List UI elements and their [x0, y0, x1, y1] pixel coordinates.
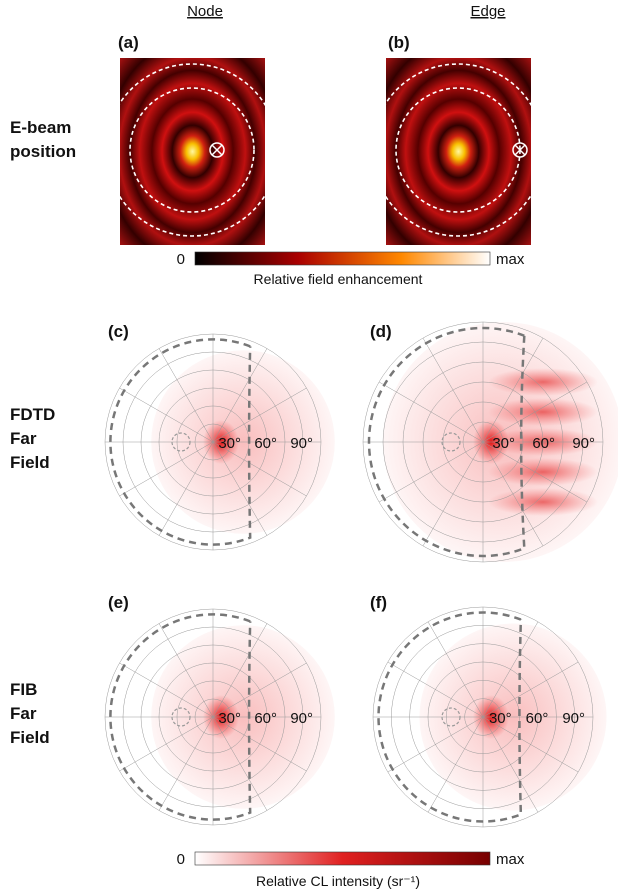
- colorbar-label: Relative CL intensity (sr⁻¹): [256, 873, 420, 889]
- panel-label: (f): [370, 593, 387, 612]
- angle-label: 90°: [290, 710, 313, 727]
- angle-label: 90°: [572, 435, 595, 452]
- lobe: [488, 368, 598, 396]
- dashed-circle: [171, 707, 191, 727]
- row-label: Field: [10, 453, 50, 472]
- angle-label: 30°: [218, 710, 241, 727]
- colorbar-label: Relative field enhancement: [254, 271, 423, 287]
- angle-label: 60°: [532, 435, 555, 452]
- polar-plot: 30° 60° 90°: [362, 321, 618, 563]
- dashed-circle: [441, 432, 461, 452]
- colorbar-min: 0: [177, 851, 185, 868]
- dashed-circle: [105, 63, 279, 237]
- colorbar-max: max: [496, 251, 525, 268]
- colorbar: [194, 251, 491, 266]
- angle-label: 30°: [218, 435, 241, 452]
- row-label: FIB: [10, 680, 37, 699]
- field-map: [120, 58, 265, 245]
- colorbar-min: 0: [177, 251, 185, 268]
- dashed-circle: [129, 87, 255, 213]
- row-label: E-beam: [10, 118, 71, 137]
- dashed-boundary: [377, 611, 523, 823]
- angle-label: 60°: [254, 435, 277, 452]
- row-label: Far: [10, 429, 37, 448]
- polar-spoke: [387, 661, 579, 773]
- dashed-circle: [371, 63, 545, 237]
- lobe: [488, 398, 598, 426]
- angle-label: 90°: [290, 435, 313, 452]
- dashed-boundary: [109, 613, 252, 821]
- polar-plot: 30° 60° 90°: [104, 608, 335, 826]
- lobe: [488, 458, 598, 486]
- row-label: position: [10, 142, 76, 161]
- polar-plot: 30° 60° 90°: [104, 333, 335, 551]
- polar-plot: 30° 60° 90°: [372, 606, 607, 828]
- polar-spoke: [378, 381, 588, 503]
- colorbar-max: max: [496, 851, 525, 868]
- field-map: [386, 58, 531, 245]
- lobe: [488, 488, 598, 516]
- panel-label: (b): [388, 33, 410, 52]
- panel-label: (d): [370, 322, 392, 341]
- beam-marker: [514, 144, 526, 156]
- angle-label: 60°: [254, 710, 277, 727]
- column-title: Node: [187, 3, 223, 20]
- column-title: Edge: [470, 3, 505, 20]
- panel-label: (a): [118, 33, 139, 52]
- row-label: Far: [10, 704, 37, 723]
- panel-label: (c): [108, 322, 129, 341]
- layout: Node Edge (a) (b) (c) (d) (e) (f) 0 max …: [108, 3, 525, 889]
- angle-label: 30°: [489, 710, 512, 727]
- dashed-boundary: [109, 338, 252, 546]
- panel-label: (e): [108, 593, 129, 612]
- beam-marker: [512, 142, 528, 158]
- dashed-boundary: [367, 326, 526, 558]
- polar-spoke: [119, 387, 307, 497]
- row-label: FDTD: [10, 405, 55, 424]
- angle-label: 90°: [562, 710, 585, 727]
- colorbar: [194, 851, 491, 866]
- dashed-circle: [171, 432, 191, 452]
- dashed-circle: [441, 707, 461, 727]
- beam-marker: [209, 142, 225, 158]
- angle-label: 30°: [492, 435, 515, 452]
- beam-marker: [211, 144, 223, 156]
- angle-label: 60°: [526, 710, 549, 727]
- row-label: Field: [10, 728, 50, 747]
- polar-spoke: [119, 662, 307, 772]
